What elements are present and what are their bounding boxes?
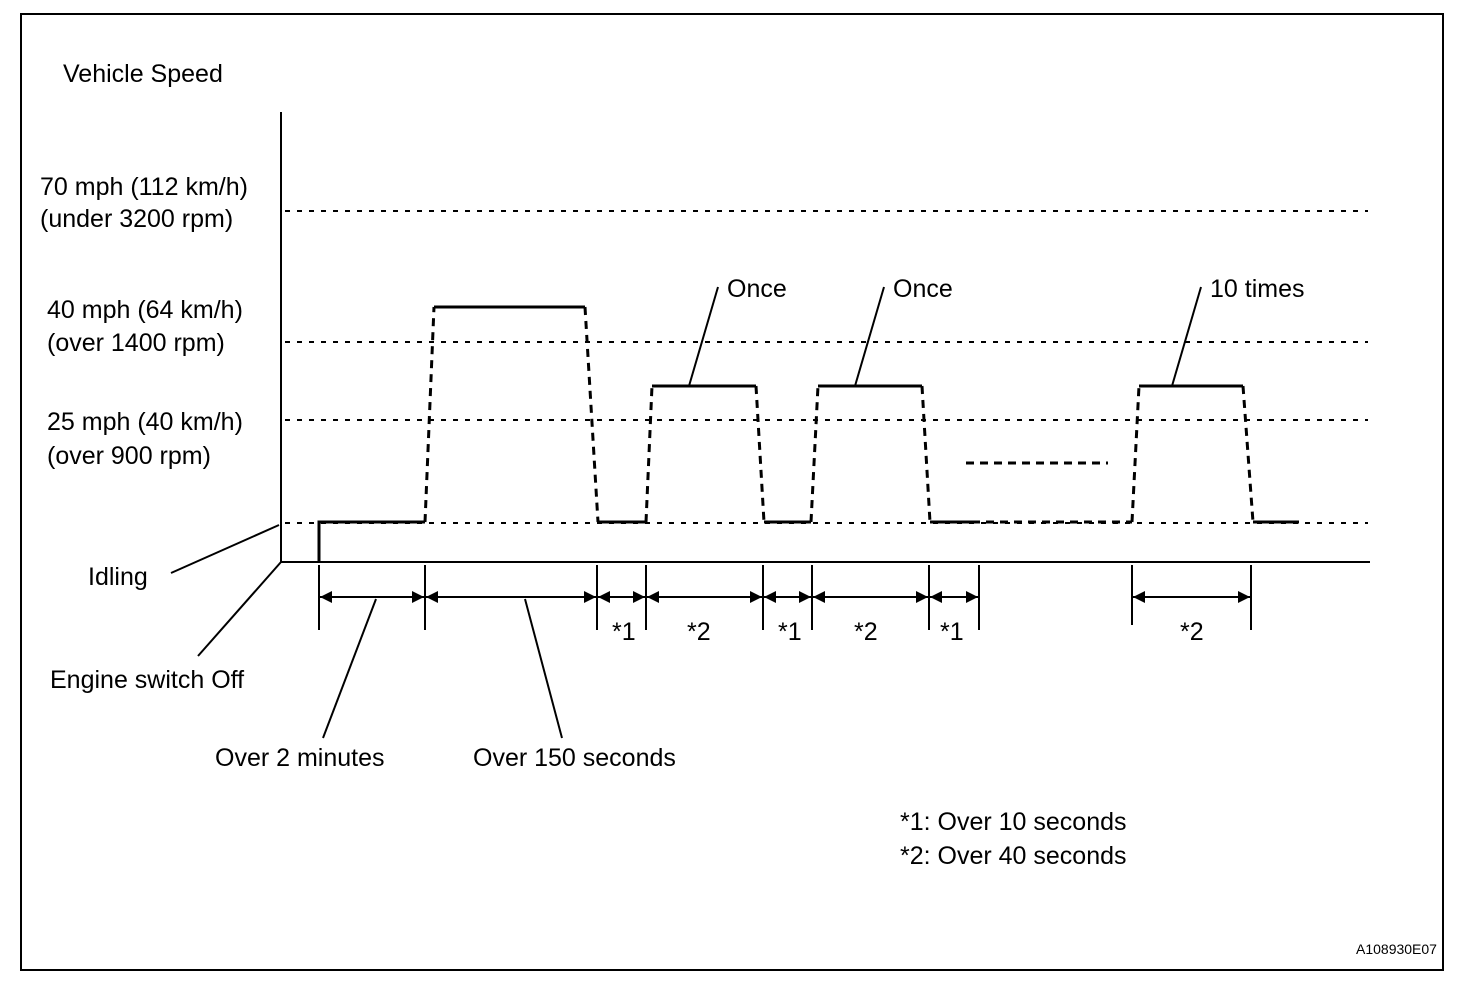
accel-transition-1 <box>423 306 436 523</box>
speed-label-70mph: 70 mph (112 km/h) <box>40 173 248 201</box>
speed-profile-solid <box>317 305 1299 562</box>
duration-label-150s: Over 150 seconds <box>473 744 676 772</box>
accel-transition-3 <box>809 385 820 523</box>
note-star2: *2: Over 40 seconds <box>900 842 1127 870</box>
speed-level-labels: 70 mph (112 km/h) (under 3200 rpm) 40 mp… <box>40 173 248 470</box>
repeat-labels: Once Once 10 times <box>688 275 1304 387</box>
interval-label-3: *1 <box>778 618 802 646</box>
interval-label-1: *1 <box>612 618 636 646</box>
decel-transition-3 <box>920 385 932 523</box>
speed-label-25mph: 25 mph (40 km/h) <box>47 408 243 436</box>
engine-off-leader-line <box>197 561 282 657</box>
decel-transition-4 <box>1241 385 1255 523</box>
rpm-label-70mph: (under 3200 rpm) <box>40 205 233 233</box>
repeat-leader-1 <box>688 286 719 387</box>
interval-label-5: *1 <box>940 618 964 646</box>
idling-label: Idling <box>88 563 148 591</box>
duration-label-2min: Over 2 minutes <box>215 744 385 772</box>
figure-frame <box>20 13 1444 971</box>
accel-transition-4 <box>1130 385 1141 523</box>
interval-ticks <box>318 565 1252 630</box>
accel-transition-2 <box>644 385 654 523</box>
idling-leader-line <box>170 524 280 574</box>
engine-off-label: Engine switch Off <box>50 666 244 694</box>
interval-label-4: *2 <box>854 618 878 646</box>
duration-leader-2min <box>322 598 377 739</box>
decel-transition-1 <box>583 306 600 523</box>
note-star1: *1: Over 10 seconds <box>900 808 1127 836</box>
repeat-label-2: Once <box>893 275 953 303</box>
decel-transition-2 <box>754 385 766 523</box>
repeat-leader-3 <box>1171 286 1202 387</box>
engine-start-segment <box>317 520 425 562</box>
reference-lines <box>285 210 1368 524</box>
repeat-label-3: 10 times <box>1210 275 1304 303</box>
rpm-label-25mph: (over 900 rpm) <box>47 442 211 470</box>
rpm-label-40mph: (over 1400 rpm) <box>47 329 225 357</box>
interval-label-6: *2 <box>1180 618 1204 646</box>
repeat-label-1: Once <box>727 275 787 303</box>
speed-label-40mph: 40 mph (64 km/h) <box>47 296 243 324</box>
interval-labels: *1 *2 *1 *2 *1 *2 <box>612 618 1204 646</box>
figure-code: A108930E07 <box>1356 941 1437 957</box>
duration-leader-150s <box>524 598 563 739</box>
speed-profile-transitions <box>423 306 1255 524</box>
diagram-title: Vehicle Speed <box>63 60 223 88</box>
interval-label-2: *2 <box>687 618 711 646</box>
repeat-leader-2 <box>854 286 885 387</box>
